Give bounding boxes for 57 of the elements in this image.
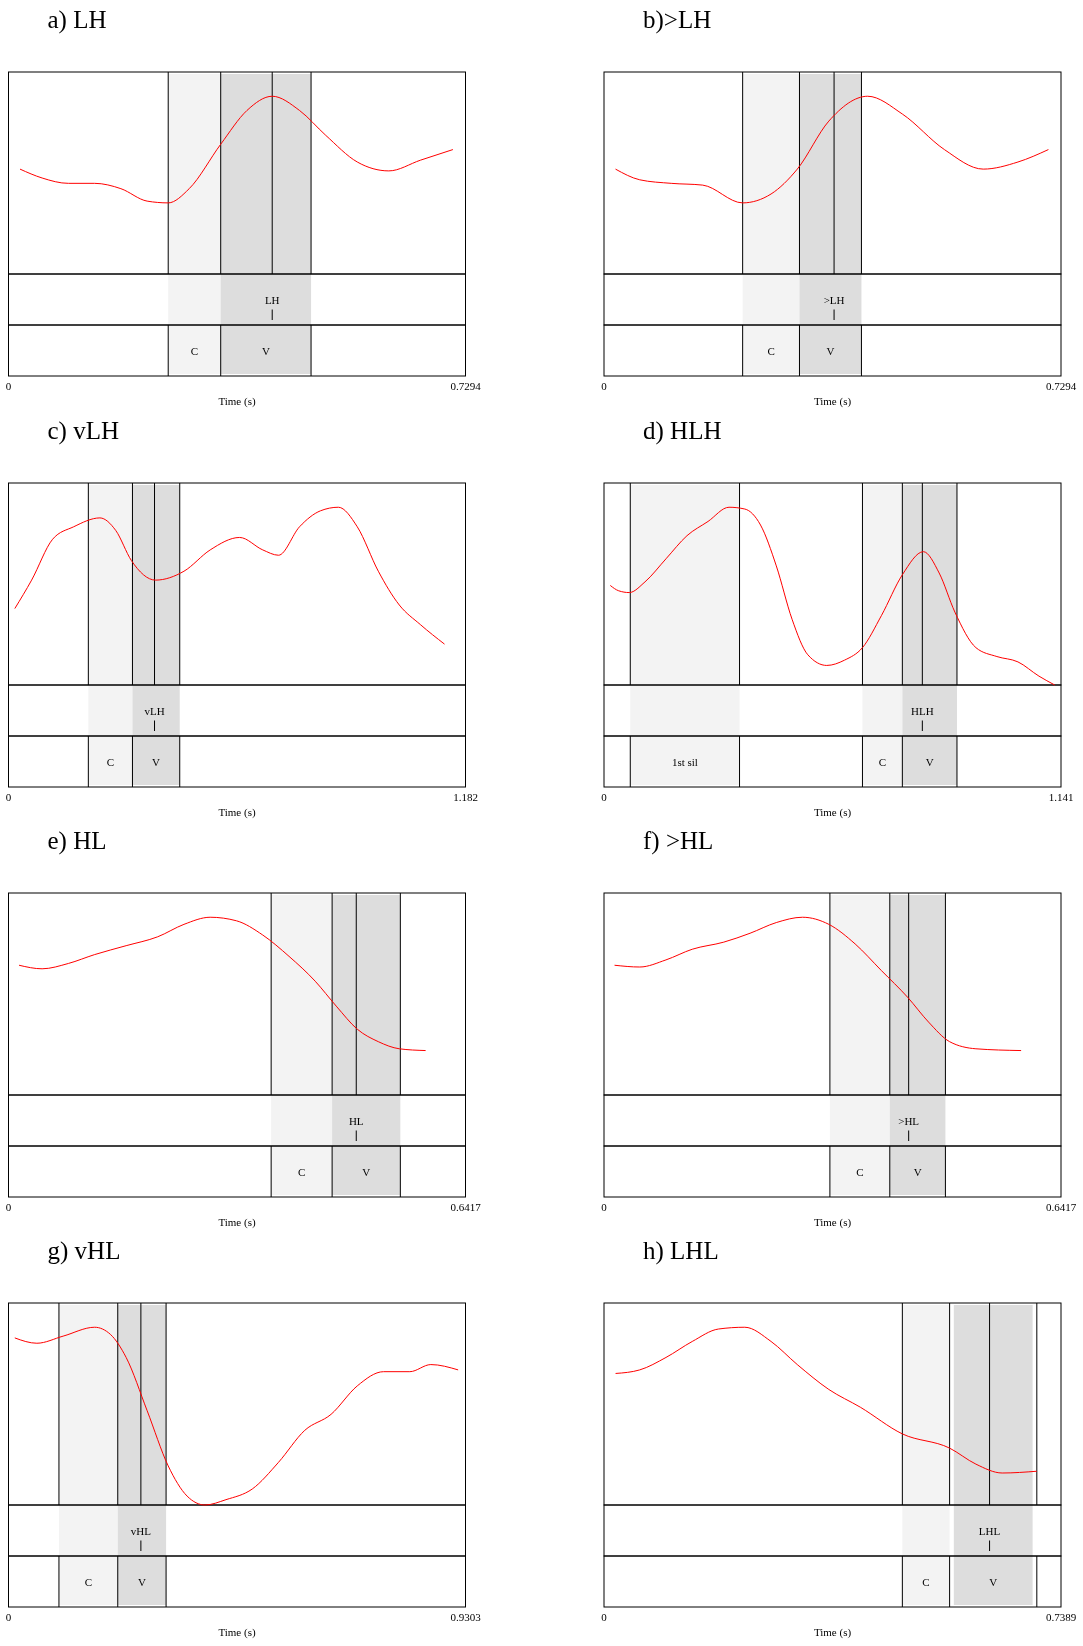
ref-line-label: LH	[264, 293, 280, 306]
x-tick-label: 0.6417	[1045, 1201, 1077, 1213]
x-axis-title: Time (s)	[218, 1626, 256, 1639]
chart-title: d) HLH	[643, 417, 722, 445]
chart-title: e) HL	[47, 827, 107, 855]
x-tick-label: 0.7294	[450, 380, 482, 392]
chart-title: g) vHL	[47, 1237, 121, 1265]
band-label: V	[989, 1575, 998, 1588]
x-tick-label: 0	[601, 380, 608, 392]
ref-line-label: >LH	[823, 293, 845, 306]
chart-title: b)>LH	[643, 6, 712, 34]
x-tick-label: 0.9303	[450, 1611, 482, 1623]
x-axis-title: Time (s)	[218, 806, 256, 819]
x-axis-title: Time (s)	[813, 395, 852, 408]
ref-line-label: HL	[348, 1114, 364, 1127]
band-label: 1st sil	[671, 755, 698, 768]
x-tick-label: 0	[601, 1611, 608, 1623]
x-tick-label: 0.6417	[450, 1201, 482, 1213]
x-axis-title: Time (s)	[218, 395, 256, 408]
chart-title: a) LH	[47, 6, 107, 34]
x-tick-label: 0.7294	[1045, 380, 1077, 392]
x-axis-title: Time (s)	[813, 1626, 852, 1639]
band-label: V	[913, 1165, 922, 1178]
band-label: C	[767, 344, 775, 357]
x-tick-label: 0	[5, 1611, 12, 1623]
x-tick-label: 0	[5, 1201, 12, 1213]
x-tick-label: 0	[5, 380, 12, 392]
x-tick-label: 0.7389	[1045, 1611, 1077, 1623]
chart-title: c) vLH	[47, 417, 119, 445]
band-label: C	[106, 755, 115, 768]
chart-title: f) >HL	[643, 827, 714, 855]
band-label: C	[190, 344, 199, 357]
band-label: V	[362, 1165, 371, 1178]
x-tick-label: 0	[5, 791, 12, 803]
band-label: V	[152, 755, 161, 768]
ref-line-label: >HL	[898, 1114, 920, 1127]
ref-line-label: vHL	[130, 1524, 152, 1537]
band-label: C	[878, 755, 887, 768]
band-label: V	[137, 1575, 146, 1588]
x-axis-title: Time (s)	[813, 1216, 852, 1229]
band-label: C	[922, 1575, 930, 1588]
x-tick-label: 0	[601, 1201, 608, 1213]
ref-line-label: LHL	[978, 1524, 1001, 1537]
x-tick-label: 1.182	[453, 791, 478, 803]
band-label: C	[297, 1165, 306, 1178]
band-label: V	[826, 344, 835, 357]
ref-line-label: vLH	[144, 704, 165, 717]
band-label: V	[925, 755, 934, 768]
band-label: C	[84, 1575, 93, 1588]
band-label: C	[856, 1165, 864, 1178]
x-axis-title: Time (s)	[218, 1216, 256, 1229]
x-axis-title: Time (s)	[813, 806, 852, 819]
chart-title: h) LHL	[643, 1237, 719, 1265]
x-tick-label: 1.141	[1048, 791, 1074, 803]
x-tick-label: 0	[601, 791, 608, 803]
ref-line-label: HLH	[911, 704, 934, 717]
band-label: V	[261, 344, 270, 357]
